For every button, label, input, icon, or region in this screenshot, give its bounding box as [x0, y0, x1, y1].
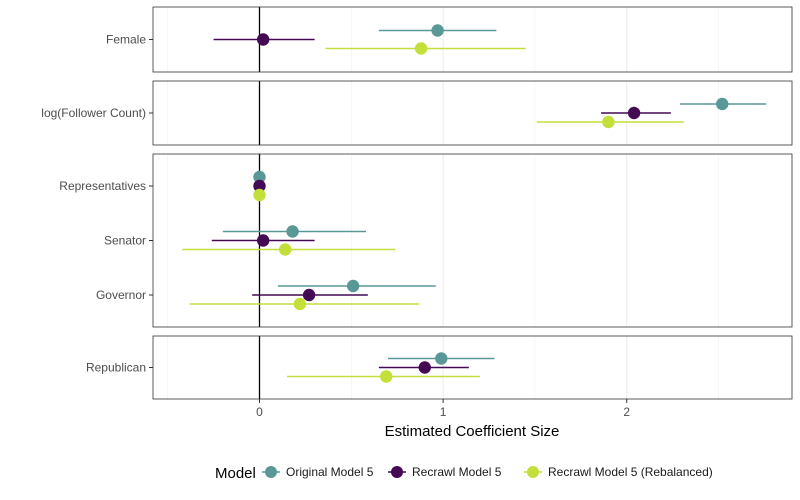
panel-2: log(Follower Count) [41, 80, 793, 146]
point-recrawl-model-5 [418, 361, 431, 374]
panel-border [152, 335, 793, 400]
point-original-model-5 [346, 279, 360, 293]
point-recrawl-model-5 [627, 106, 641, 120]
point-recrawl-model-5-rebalanced [293, 297, 307, 311]
legend-key-point [527, 466, 539, 478]
point-recrawl-model-5 [256, 234, 270, 247]
row-representatives: Representatives [59, 170, 266, 202]
x-tick-label: 0 [256, 405, 263, 419]
row-governor: Governor [96, 279, 436, 311]
point-recrawl-model-5 [302, 288, 316, 302]
panel-border [152, 6, 793, 73]
x-axis-title: Estimated Coefficient Size [385, 423, 560, 440]
legend-label: Recrawl Model 5 [412, 465, 502, 479]
panel-border [152, 80, 793, 146]
panel-3: Representatives Senator Governor [59, 153, 793, 328]
point-recrawl-model-5 [253, 179, 266, 193]
legend-title: Model [215, 465, 256, 482]
x-tick-label: 1 [440, 405, 447, 419]
panel-background [153, 81, 792, 145]
legend-items: Original Model 5 Recrawl Model 5 Recrawl M… [262, 465, 713, 479]
row-republican: Republican [86, 352, 495, 383]
panel-1: Female [106, 6, 793, 73]
point-recrawl-model-5-rebalanced [602, 115, 615, 129]
row-female: Female [106, 24, 526, 55]
panel-border [152, 153, 793, 328]
row-log-follower-count: log(Follower Count) [41, 97, 767, 129]
panel-background [153, 336, 792, 399]
point-original-model-5 [431, 24, 444, 37]
row-label-representatives: Representatives [59, 179, 146, 193]
row-label-senator: Senator [104, 234, 146, 248]
legend: Model Original Model 5 Recrawl Model 5 Rec… [215, 465, 713, 482]
legend-label: Original Model 5 [286, 465, 374, 479]
legend-item-original-model-5: Original Model 5 [262, 465, 374, 479]
legend-label: Recrawl Model 5 (Rebalanced) [548, 465, 713, 479]
row-label-log-follower-count: log(Follower Count) [41, 106, 146, 120]
legend-item-recrawl-model-5-rebalanced: Recrawl Model 5 (Rebalanced) [524, 465, 713, 479]
row-label-governor: Governor [96, 288, 146, 302]
row-senator: Senator [104, 225, 396, 256]
panels: Female log(Follower Count) Representatives… [41, 6, 793, 400]
panel-4: Republican [86, 335, 793, 400]
point-original-model-5 [716, 97, 729, 111]
legend-key-point [391, 466, 403, 478]
point-original-model-5 [435, 352, 448, 365]
point-recrawl-model-5 [256, 33, 270, 46]
point-recrawl-model-5-rebalanced [379, 370, 393, 383]
row-label-republican: Republican [86, 361, 146, 375]
x-axis: 0 1 2 [256, 399, 630, 419]
row-label-female: Female [106, 33, 146, 47]
x-tick-label: 2 [623, 405, 630, 419]
point-original-model-5 [286, 225, 299, 238]
legend-item-recrawl-model-5: Recrawl Model 5 [388, 465, 502, 479]
legend-key-point [265, 466, 277, 478]
point-original-model-5 [253, 170, 266, 184]
point-recrawl-model-5-rebalanced [414, 42, 428, 55]
point-recrawl-model-5-rebalanced [253, 188, 266, 202]
point-recrawl-model-5-rebalanced [279, 243, 292, 256]
